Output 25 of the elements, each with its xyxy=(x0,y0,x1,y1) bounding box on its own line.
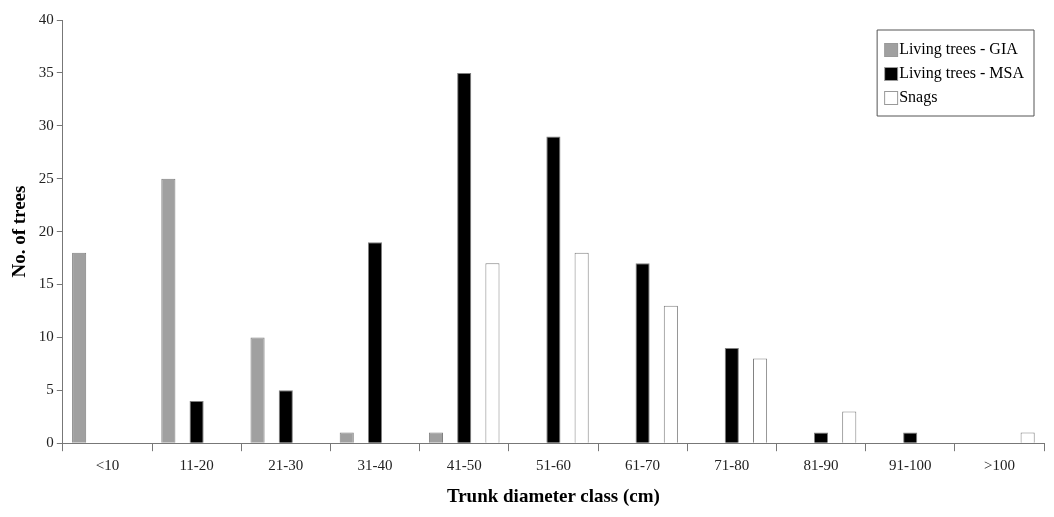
legend-label: Living trees - GIA xyxy=(899,40,1019,59)
y-tick-label: 5 xyxy=(46,381,54,398)
x-axis-title: Trunk diameter class (cm) xyxy=(446,484,660,507)
x-tick-label: 21-30 xyxy=(268,457,304,474)
y-tick-label: 25 xyxy=(38,169,54,186)
y-axis-title: No. of trees xyxy=(8,185,30,278)
legend-label: Living trees - MSA xyxy=(899,64,1025,83)
y-tick-label: 40 xyxy=(38,10,54,27)
x-tick-label: 51-60 xyxy=(535,457,571,474)
x-tick-label: 91-100 xyxy=(888,457,932,474)
x-tick-label: 11-20 xyxy=(179,457,214,474)
x-tick-label: 41-50 xyxy=(446,457,482,474)
x-tick-label: <10 xyxy=(95,457,120,474)
x-tick-label: 31-40 xyxy=(357,457,393,474)
x-tick-label: >100 xyxy=(983,457,1015,474)
x-tick-label: 71-80 xyxy=(714,457,750,474)
x-tick-label: 61-70 xyxy=(625,457,661,474)
y-tick-label: 30 xyxy=(38,116,54,133)
y-tick-label: 35 xyxy=(38,63,54,80)
y-tick-label: 0 xyxy=(46,434,54,451)
legend-label: Snags xyxy=(899,88,938,107)
x-tick-label: 81-90 xyxy=(803,457,839,474)
y-tick-label: 15 xyxy=(38,275,54,292)
y-tick-label: 10 xyxy=(38,328,54,345)
y-tick-label: 20 xyxy=(38,222,54,239)
